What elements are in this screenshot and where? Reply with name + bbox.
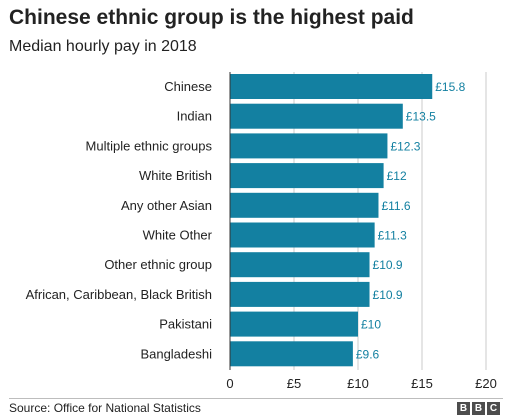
chart-subtitle: Median hourly pay in 2018 [9,38,197,55]
x-tick-label: £15 [411,376,433,391]
footer-divider [9,398,503,399]
value-label: £15.8 [435,80,465,94]
x-tick-label: £10 [347,376,369,391]
bar [230,311,358,337]
category-label: Chinese [164,79,212,94]
category-label: White Other [143,228,213,243]
bar [230,192,379,218]
bar [230,281,370,307]
category-label: Other ethnic group [104,257,212,272]
value-label: £12.3 [390,139,420,153]
value-label: £11.3 [378,229,407,243]
value-label: £10.9 [373,258,403,272]
value-label: £13.5 [406,110,436,124]
bar [230,103,403,129]
bar [230,341,353,367]
bar [230,74,433,99]
x-tick-label: £20 [475,376,497,391]
bar [230,133,388,159]
chart-title: Chinese ethnic group is the highest paid [9,6,414,29]
category-label: Multiple ethnic groups [86,138,213,153]
bar [230,163,384,189]
value-label: £10.9 [373,288,403,302]
category-label: Any other Asian [121,198,212,213]
logo-letter-b2: B [472,402,485,415]
x-tick-label: 0 [226,376,233,391]
category-label: Indian [177,109,212,124]
logo-letter-b1: B [457,402,470,415]
category-label: Bangladeshi [140,346,212,361]
category-label: Pakistani [159,317,212,332]
source-note: Source: Office for National Statistics [9,401,201,415]
value-label: £12 [387,169,407,183]
bar-chart: 0 £5 £10 £15 £20 Chinese £15.8 Indian £13.5 Multi… [26,72,497,391]
x-tick-label: £5 [287,376,301,391]
bar [230,252,370,278]
value-label: £11.6 [381,199,410,213]
value-label: £9.6 [356,347,380,361]
category-label: African, Caribbean, Black British [26,287,212,302]
bbc-logo: B B C [457,402,500,415]
bar [230,222,375,248]
logo-letter-c: C [487,402,500,415]
category-label: White British [139,168,212,183]
value-label: £10 [361,318,381,332]
